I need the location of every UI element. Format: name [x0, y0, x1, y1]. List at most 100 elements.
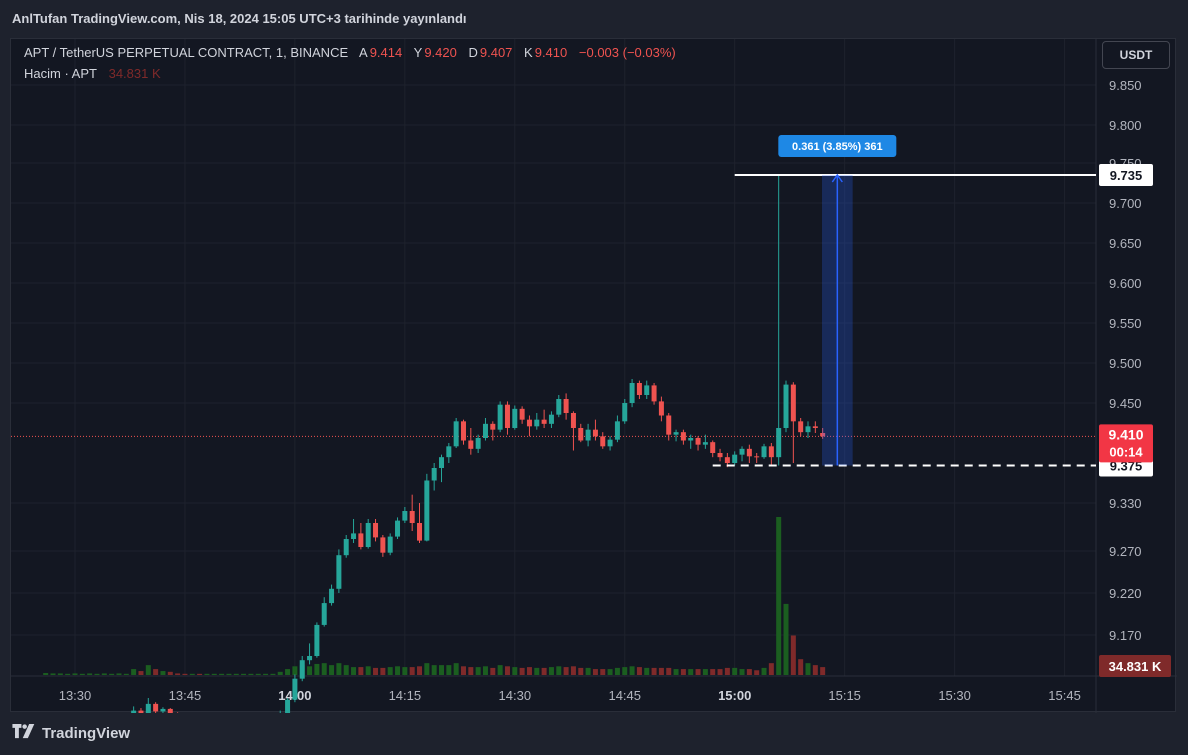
- measure-arrowhead-icon: [831, 173, 843, 183]
- volume-bar: [776, 517, 782, 675]
- candle-body: [395, 520, 401, 537]
- candle-body: [314, 624, 320, 656]
- candle-body: [563, 399, 569, 413]
- volume-bar: [197, 673, 203, 675]
- price-tick-label: 9.220: [1109, 586, 1142, 601]
- volume-bar: [189, 673, 195, 675]
- candle-body: [666, 415, 672, 435]
- tradingview-label: TradingView: [42, 724, 131, 742]
- price-tick-label: 9.850: [1109, 78, 1142, 93]
- volume-bar: [72, 673, 78, 675]
- volume-bar: [123, 673, 129, 675]
- volume-bar: [724, 667, 730, 675]
- volume-bar: [482, 666, 488, 675]
- volume-bar: [219, 673, 225, 675]
- candle-body: [365, 523, 371, 547]
- volume-bar: [497, 665, 503, 675]
- volume-bar: [343, 665, 349, 675]
- candle-body: [651, 385, 657, 402]
- candle-body: [688, 438, 694, 441]
- volume-bar: [475, 667, 481, 675]
- candle-body: [761, 446, 767, 458]
- candle-body: [820, 433, 826, 437]
- volume-bar: [373, 667, 379, 675]
- candle-body: [548, 414, 554, 424]
- volume-bar: [336, 663, 342, 675]
- open-label: A: [359, 45, 368, 60]
- candle-body: [512, 408, 518, 428]
- price-tick-label: 9.270: [1109, 544, 1142, 559]
- price-tick-label: 9.600: [1109, 276, 1142, 291]
- volume-bar: [351, 667, 357, 675]
- volume-bar: [145, 665, 151, 675]
- price-tick-label: 9.650: [1109, 236, 1142, 251]
- currency-button[interactable]: USDT: [1102, 41, 1170, 69]
- volume-bar: [805, 663, 811, 675]
- time-tick-label: 15:45: [1048, 688, 1081, 703]
- volume-bar: [307, 666, 313, 675]
- volume-bar: [358, 667, 364, 675]
- tradingview-brand[interactable]: TradingView: [12, 724, 130, 742]
- candlestick-chart[interactable]: 9.8509.8009.7509.7009.6509.6009.5509.500…: [11, 39, 1177, 713]
- low-value: 9.407: [479, 45, 513, 60]
- candle-body: [285, 699, 291, 713]
- volume-bar: [556, 666, 562, 675]
- candle-body: [614, 421, 620, 440]
- volume-bar: [387, 667, 393, 675]
- volume-bar: [65, 673, 71, 675]
- time-tick-label: 14:15: [389, 688, 422, 703]
- chart-panel[interactable]: 9.850 9.800 9.750 9.700 9.650 9.600 9.550 9.500…: [10, 38, 1177, 713]
- volume-bar: [702, 669, 708, 675]
- volume-bar: [636, 667, 642, 675]
- volume-bar: [739, 669, 745, 675]
- volume-bar: [233, 673, 239, 675]
- volume-bar: [263, 673, 269, 675]
- volume-bar: [43, 673, 49, 675]
- volume-label[interactable]: Hacim · APT: [24, 66, 97, 81]
- volume-bar: [116, 673, 122, 675]
- volume-bar: [614, 667, 620, 675]
- candle-body: [592, 429, 598, 437]
- price-label-9735: 9.735: [1110, 168, 1143, 183]
- candle-body: [321, 603, 327, 625]
- volume-legend: Hacim · APT 34.831 K: [24, 66, 163, 81]
- candle-body: [783, 384, 789, 428]
- candle-body: [343, 539, 349, 556]
- volume-bar: [644, 667, 650, 675]
- volume-bar: [409, 667, 415, 675]
- symbol-name[interactable]: APT / TetherUS PERPETUAL CONTRACT, 1, BI…: [24, 45, 349, 60]
- volume-bar: [439, 665, 444, 675]
- candle-body: [732, 454, 738, 463]
- candle-body: [138, 710, 144, 713]
- volume-bar: [680, 669, 686, 675]
- volume-bar: [541, 667, 547, 675]
- volume-bar: [658, 667, 664, 675]
- candle-body: [695, 438, 701, 445]
- candle-body: [475, 438, 481, 449]
- candle-body: [409, 511, 415, 523]
- candle-body: [453, 421, 459, 447]
- price-tick-label: 9.550: [1109, 316, 1142, 331]
- candle-body: [160, 708, 166, 712]
- candle-body: [710, 442, 716, 453]
- volume-bar: [285, 669, 291, 675]
- candle-body: [490, 423, 496, 430]
- volume-bar: [160, 671, 166, 675]
- candle-body: [380, 537, 386, 553]
- volume-axis-label: 34.831 K: [1109, 659, 1162, 674]
- volume-bar: [754, 670, 760, 675]
- published-by-title: AnlTufan TradingView.com, Nis 18, 2024 1…: [12, 11, 467, 26]
- measure-label-box: [778, 135, 897, 157]
- candle-body: [570, 413, 576, 428]
- high-value: 9.420: [424, 45, 457, 60]
- low-label: D: [468, 45, 478, 60]
- volume-bar: [94, 673, 100, 675]
- volume-bar: [255, 673, 261, 675]
- candle-body: [145, 703, 151, 713]
- volume-bar: [241, 673, 247, 675]
- candle-body: [673, 432, 679, 435]
- volume-bar: [57, 673, 63, 675]
- candle-body: [622, 403, 628, 422]
- time-tick-label: 14:45: [608, 688, 641, 703]
- volume-value: 34.831 K: [108, 66, 161, 81]
